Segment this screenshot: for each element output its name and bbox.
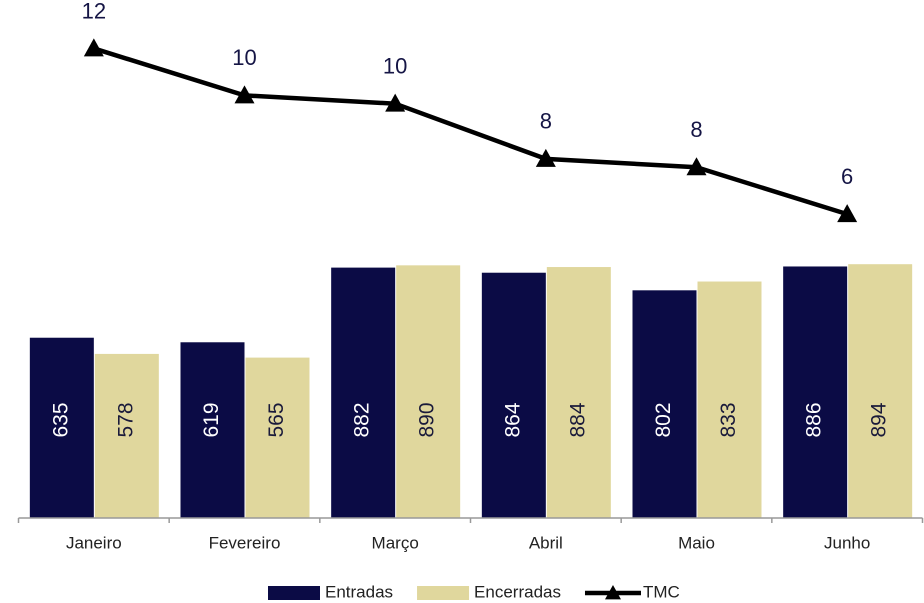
bar	[180, 342, 245, 518]
line-value-label: 10	[232, 45, 256, 70]
line-value-label: 6	[841, 164, 853, 189]
x-tick-label: Abril	[529, 533, 563, 552]
line-marker	[535, 148, 556, 167]
line-marker	[234, 85, 255, 104]
bar	[94, 353, 159, 518]
bar	[29, 337, 94, 518]
bar	[481, 272, 546, 518]
x-tick-label: Junho	[824, 533, 870, 552]
bar-value-label: 565	[265, 402, 288, 437]
bar-value-label: 619	[200, 402, 223, 437]
bar	[848, 264, 913, 518]
legend-label: Entradas	[325, 582, 393, 601]
line-marker	[385, 93, 406, 112]
legend-swatch	[417, 586, 470, 600]
bar	[783, 266, 848, 518]
line-value-label: 8	[540, 109, 552, 134]
line	[93, 46, 848, 217]
legend-label: TMC	[643, 582, 680, 601]
line-marker	[837, 204, 858, 223]
x-tick-label: Janeiro	[66, 533, 122, 552]
legend-swatch	[268, 586, 320, 600]
bar-value-label: 886	[803, 402, 826, 437]
bar-value-label: 884	[566, 402, 589, 437]
legend-label: Encerradas	[474, 582, 561, 601]
bar	[331, 267, 396, 518]
line-value-label: 12	[82, 0, 106, 23]
bar-value-label: 802	[652, 402, 675, 437]
bar-value-label: 864	[501, 402, 524, 437]
x-tick-label: Maio	[678, 533, 715, 552]
bar	[546, 267, 611, 518]
legend-marker	[604, 585, 621, 600]
bar-value-label: 578	[114, 402, 137, 437]
line-marker	[686, 157, 707, 176]
bar-value-label: 890	[416, 402, 439, 437]
bar	[396, 265, 461, 518]
bar-value-label: 833	[717, 402, 740, 437]
bar-value-label: 882	[351, 402, 374, 437]
x-tick-label: Março	[372, 533, 419, 552]
x-tick-label: Fevereiro	[209, 533, 281, 552]
bar	[632, 290, 697, 518]
bar-value-label: 894	[868, 402, 891, 437]
line-value-label: 8	[690, 117, 702, 142]
bar	[697, 281, 762, 518]
line-value-label: 10	[383, 53, 407, 78]
bar-value-label: 635	[49, 402, 72, 437]
bar	[245, 357, 310, 518]
line-marker	[83, 38, 104, 57]
